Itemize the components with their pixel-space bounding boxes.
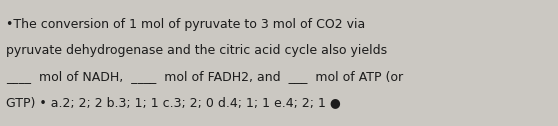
Text: pyruvate dehydrogenase and the citric acid cycle also yields: pyruvate dehydrogenase and the citric ac… (6, 44, 387, 57)
Text: GTP) • a.2; 2; 2 b.3; 1; 1 c.3; 2; 0 d.4; 1; 1 e.4; 2; 1 ●: GTP) • a.2; 2; 2 b.3; 1; 1 c.3; 2; 0 d.4… (6, 96, 341, 109)
Text: ____  mol of NADH,  ____  mol of FADH2, and  ___  mol of ATP (or: ____ mol of NADH, ____ mol of FADH2, and… (6, 70, 403, 83)
Text: •The conversion of 1 mol of pyruvate to 3 mol of CO2 via: •The conversion of 1 mol of pyruvate to … (6, 18, 365, 31)
